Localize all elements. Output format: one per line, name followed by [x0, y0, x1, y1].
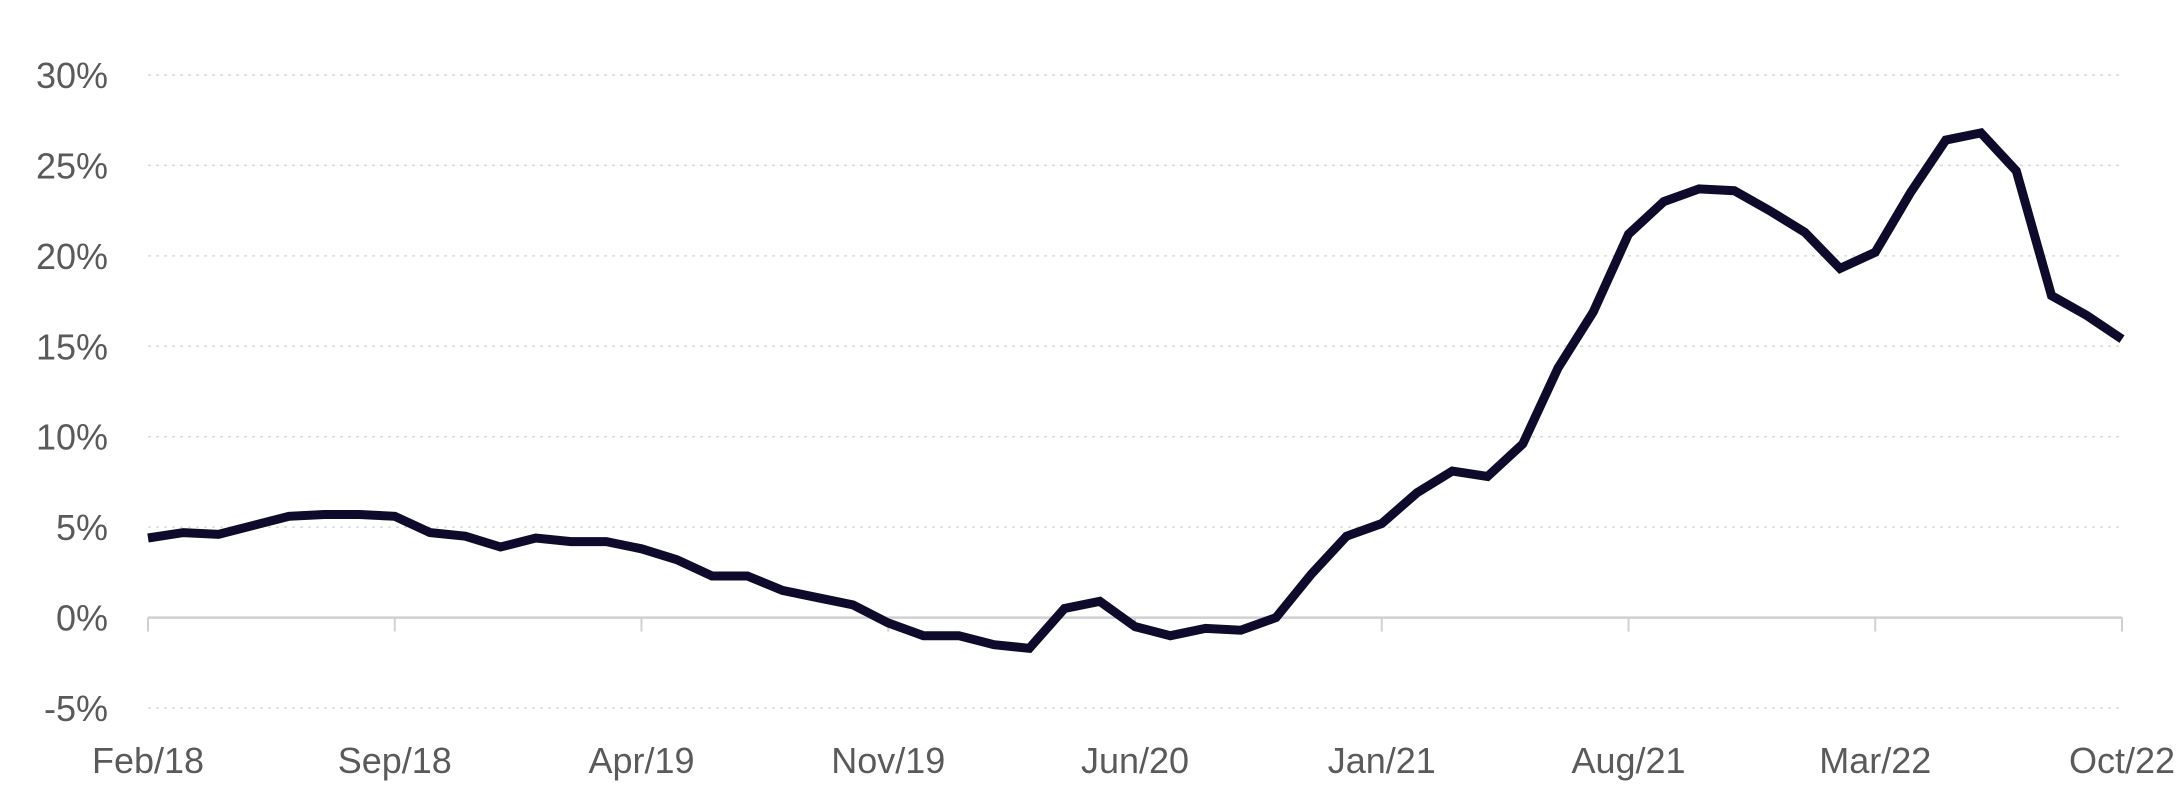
y-tick-label: -5% — [44, 688, 108, 729]
x-tick-label: Oct/22 — [2069, 740, 2175, 781]
x-tick-label: Jan/21 — [1328, 740, 1436, 781]
series-layer — [147, 127, 2125, 654]
x-tick-label: Nov/19 — [831, 740, 945, 781]
y-tick-label: 25% — [36, 145, 108, 186]
x-tick-label: Jun/20 — [1081, 740, 1189, 781]
x-tick-label: Mar/22 — [1819, 740, 1931, 781]
y-tick-label: 5% — [56, 507, 108, 548]
y-tick-label: 20% — [36, 236, 108, 277]
y-tick-label: 15% — [36, 326, 108, 367]
x-tick-label: Feb/18 — [92, 740, 204, 781]
grid-lines — [148, 74, 2122, 709]
x-tick-label: Aug/21 — [1571, 740, 1685, 781]
y-axis-labels: 30% 25% 20% 15% 10% 5% 0% -5% — [36, 55, 108, 729]
series-line — [147, 127, 2125, 654]
y-tick-label: 0% — [56, 598, 108, 639]
x-tick-label: Apr/19 — [588, 740, 694, 781]
x-axis-labels: Feb/18 Sep/18 Apr/19 Nov/19 Jun/20 Jan/21 Aug/… — [92, 740, 2175, 781]
y-tick-label: 10% — [36, 417, 108, 458]
x-tick-label: Sep/18 — [338, 740, 452, 781]
y-tick-label: 30% — [36, 55, 108, 96]
